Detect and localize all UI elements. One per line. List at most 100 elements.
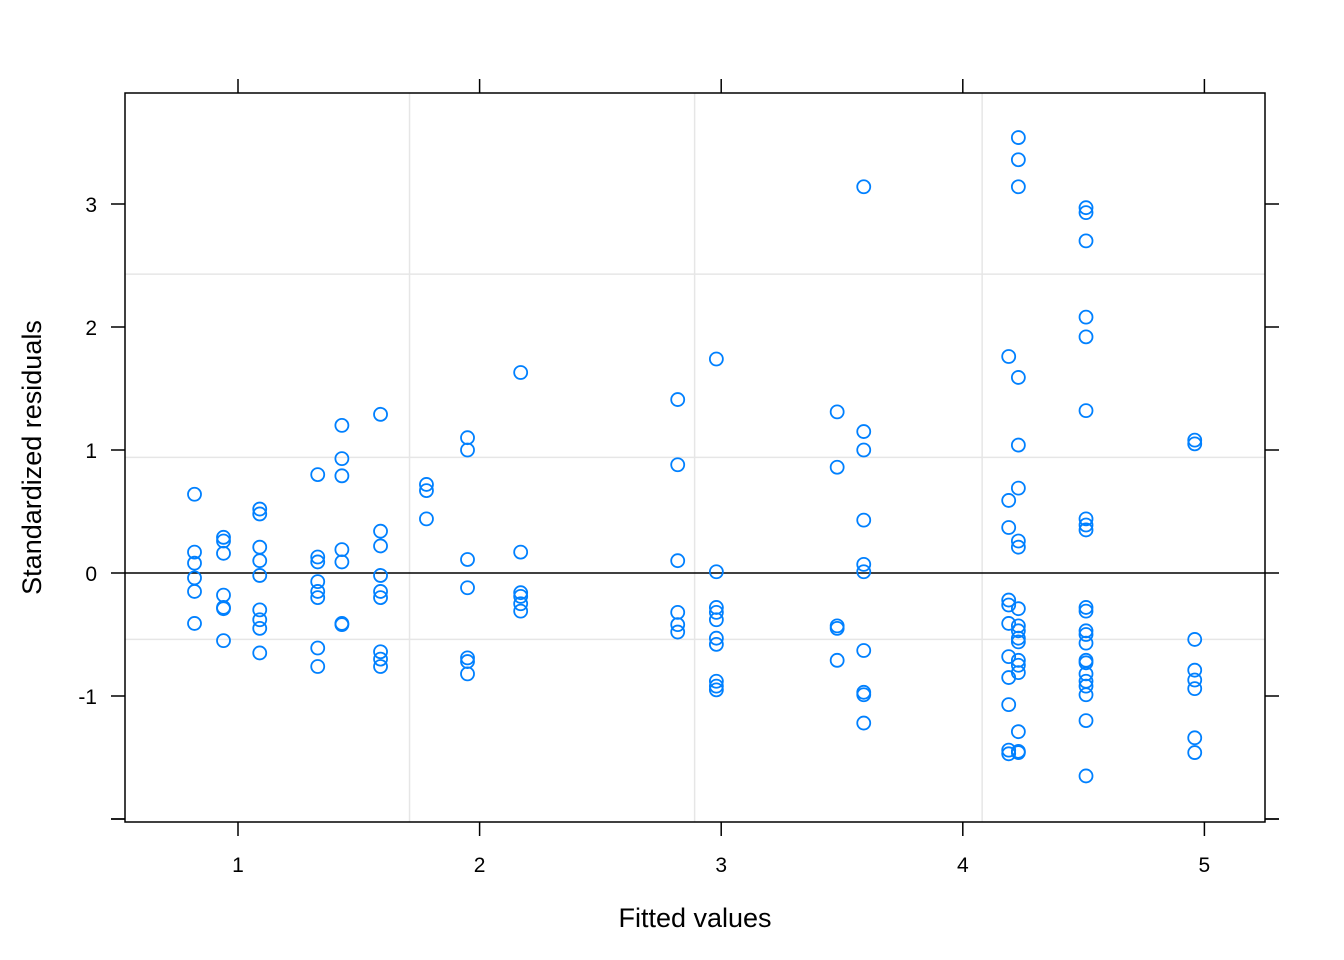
data-point [1001,616,1017,631]
x-tick-label: 5 [1199,854,1211,877]
data-point [187,584,202,599]
data-point [460,666,475,682]
data-point [187,544,202,560]
data-point [670,392,686,407]
data-point [670,457,686,473]
data-point [670,604,686,620]
grid-lines [125,93,1265,822]
data-point [216,529,231,545]
data-point [1001,592,1017,608]
data-point [334,542,350,558]
data-point [708,630,724,646]
data-point [708,604,724,620]
data-point [1078,603,1094,619]
data-point [1078,687,1094,703]
data-point [670,617,686,633]
data-point [1010,152,1026,168]
plot-frame [124,92,1266,823]
data-point [373,406,388,422]
data-point [829,459,845,475]
data-point [252,553,268,569]
data-point [252,602,268,618]
data-point [334,468,350,484]
data-point [310,590,326,605]
data-point [334,451,350,467]
data-point [1010,480,1026,496]
data-point [856,424,872,439]
data-point [252,645,268,661]
data-point [856,442,872,458]
data-point [310,584,326,599]
data-point [1078,200,1094,216]
data-point [708,612,724,628]
data-point [513,544,529,560]
data-point [513,596,529,612]
data-point [1078,403,1094,419]
data-point [1010,634,1026,650]
data-point [1078,600,1094,615]
data-point [1078,768,1094,784]
data-point [1001,493,1017,508]
data-point [1001,697,1017,713]
data-point [856,564,872,580]
data-point [419,511,434,527]
y-tick-label: 1 [85,440,97,463]
x-tick-label: 2 [474,854,486,877]
data-point [334,617,350,633]
data-point [1187,436,1203,452]
y-axis-title: Standardized residuals [17,320,47,595]
data-point [373,644,388,660]
data-point [829,652,845,668]
data-point [187,555,202,571]
data-point [1078,205,1094,221]
data-point [373,651,388,667]
data-point [1078,233,1094,249]
data-point [1187,632,1203,647]
data-point [708,351,724,367]
y-tick-label: 3 [85,194,97,217]
data-point [252,506,268,522]
data-point [856,556,872,572]
data-point [1078,713,1094,728]
data-point [373,523,388,539]
data-point [1187,730,1203,746]
y-tick-label: -1 [78,686,97,709]
data-point [419,477,434,492]
data-point [310,554,326,570]
data-point [708,682,724,698]
data-point [252,568,268,583]
data-points [187,130,1203,784]
data-point [310,659,326,674]
data-point [513,365,529,380]
data-point [1001,649,1017,665]
x-tick-label: 4 [957,854,969,877]
data-point [1010,539,1026,555]
data-point [1187,672,1203,688]
data-point [1010,179,1026,195]
data-point [460,650,475,666]
data-point [513,588,529,604]
data-point [252,612,268,628]
data-point [252,620,268,636]
data-point [1187,681,1203,697]
data-point [829,404,845,420]
data-point [1187,745,1203,760]
data-point [460,580,475,596]
data-point [1010,533,1026,549]
x-axis-title: Fitted values [618,903,771,933]
data-point [373,590,388,605]
data-point [708,673,724,689]
x-tick-label: 1 [232,854,244,877]
data-point [373,584,388,599]
data-point [1010,130,1026,145]
data-point [216,601,231,617]
data-point [216,545,231,561]
data-point [856,179,872,195]
data-point [1078,309,1094,325]
data-point [252,501,268,517]
data-point [1001,349,1017,364]
data-point [1010,665,1026,681]
data-point [373,538,388,554]
data-point [310,640,326,656]
data-point [1010,601,1026,617]
